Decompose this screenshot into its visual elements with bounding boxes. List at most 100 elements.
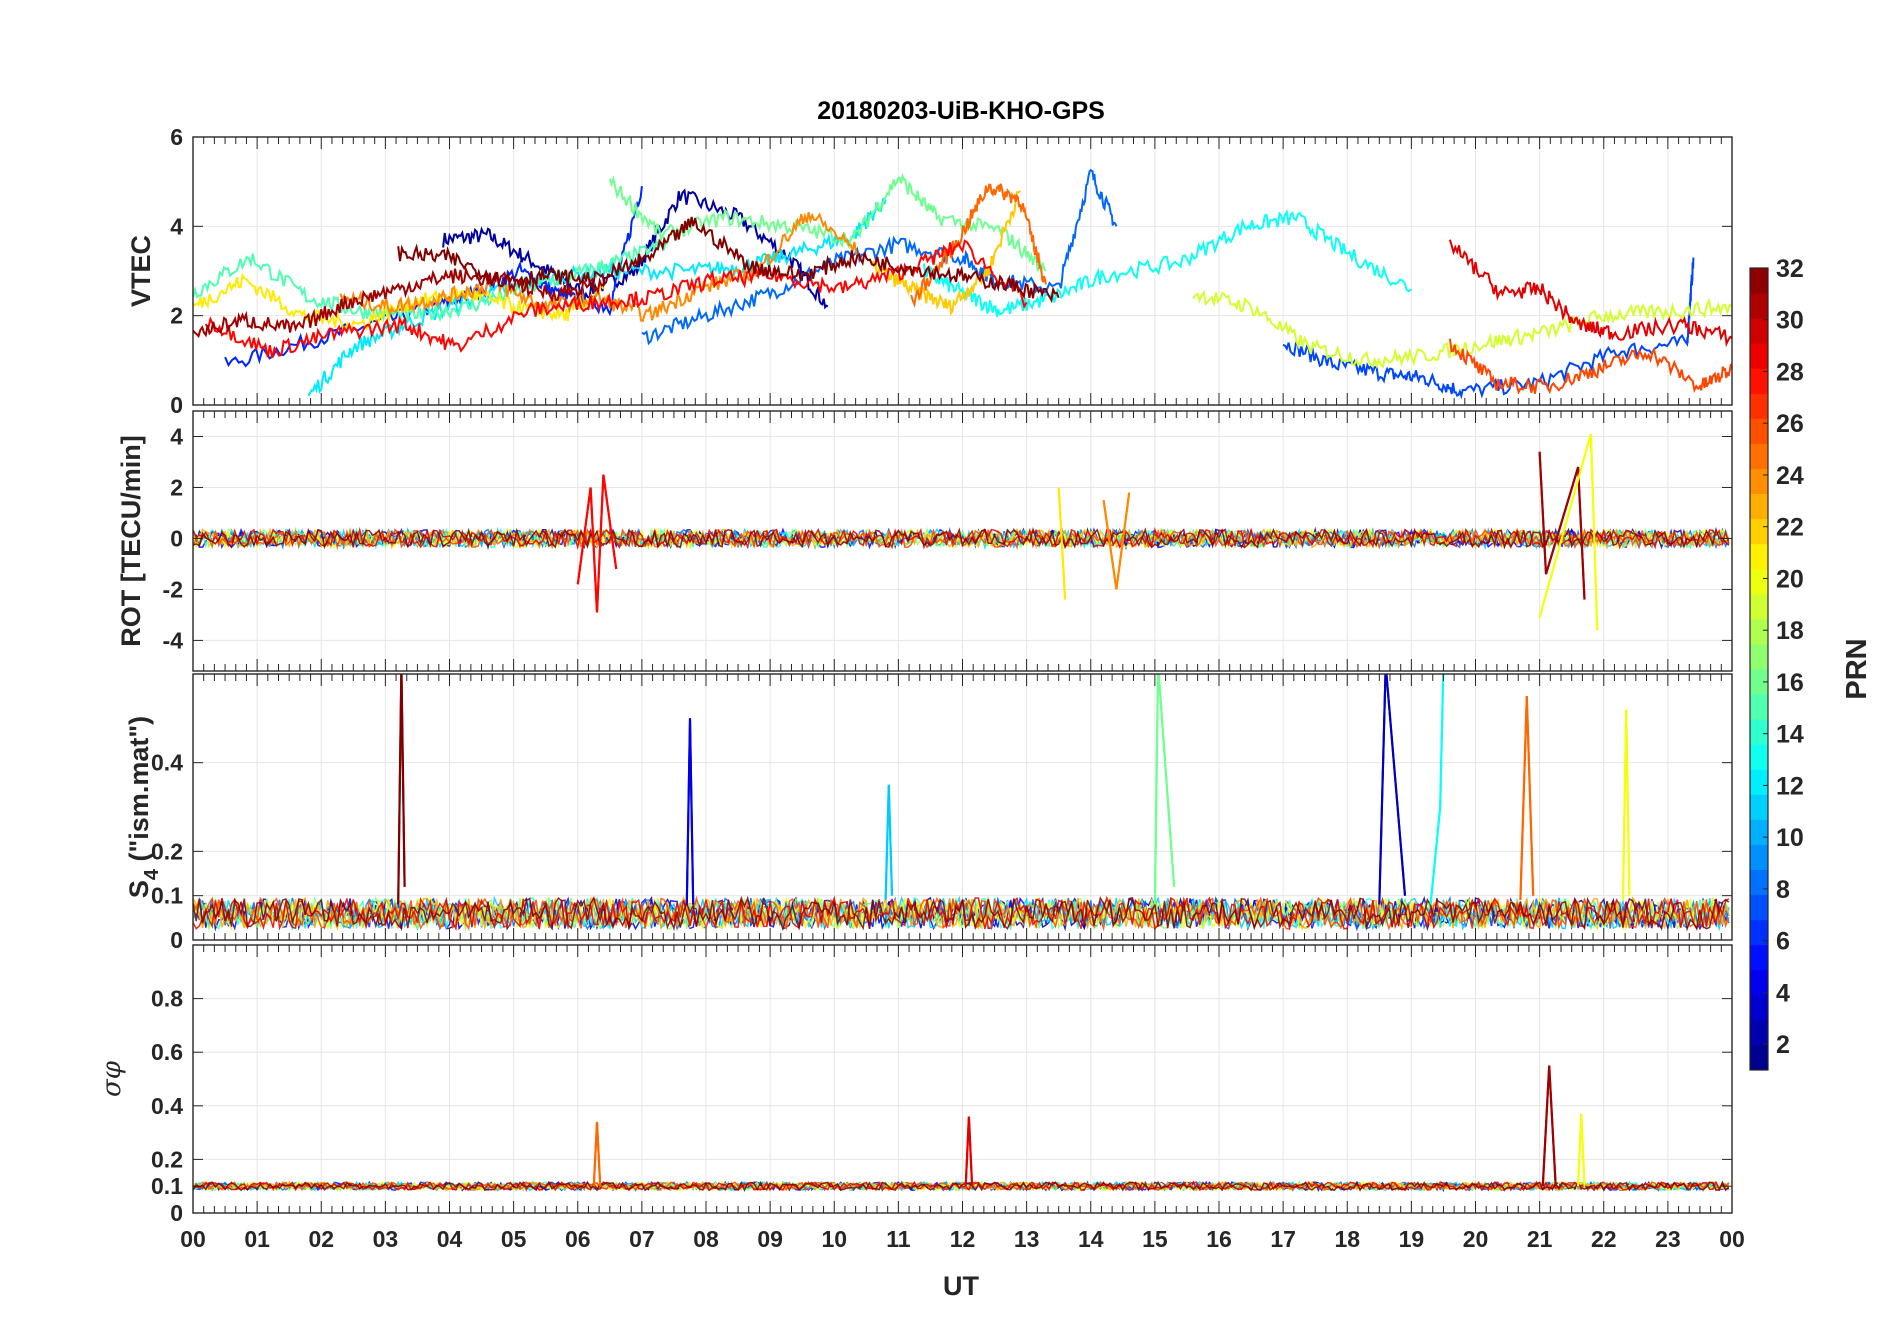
- y-tick-label: 0.6: [151, 1039, 183, 1065]
- y-tick-label: 2: [170, 303, 183, 329]
- noise-prn-32: [193, 895, 1730, 932]
- spike-prn-25: [592, 1121, 602, 1187]
- panel-2: -4 -2 0 2 4 ROT [TECU/min]: [116, 410, 1733, 672]
- colorbar-segment: [1750, 919, 1768, 946]
- noise-prn-26: [193, 895, 1730, 932]
- series-group: [193, 1065, 1730, 1193]
- spike-prn-28: [576, 474, 618, 613]
- colorbar-segment: [1750, 493, 1768, 520]
- y-tick-label: 6: [170, 124, 183, 150]
- colorbar-tick-label: 10: [1776, 824, 1804, 852]
- y-tick-label: 0.4: [151, 1093, 183, 1119]
- x-tick-label: 04: [437, 1226, 463, 1252]
- spike-prn-16: [1153, 674, 1176, 905]
- colorbar-segment: [1750, 468, 1768, 495]
- spike-prn-4: [685, 718, 695, 905]
- colorbar-segment: [1750, 744, 1768, 770]
- y-axis-label: VTEC: [126, 235, 156, 307]
- x-tick-label: 12: [950, 1226, 976, 1252]
- x-tick-label: 23: [1655, 1226, 1681, 1252]
- x-tick-label: 19: [1399, 1226, 1425, 1252]
- y-tick-label: 0.2: [151, 838, 183, 864]
- series-prn-16: [608, 172, 1047, 272]
- colorbar-segment: [1750, 618, 1768, 645]
- x-tick-label: 20: [1463, 1226, 1489, 1252]
- colorbar-segment: [1750, 543, 1768, 570]
- y-tick-label: 0.1: [151, 1173, 183, 1199]
- x-tick-label: 16: [1206, 1226, 1232, 1252]
- x-tick-label: 00: [1719, 1226, 1745, 1252]
- colorbar-segment: [1750, 643, 1768, 670]
- colorbar-segment: [1750, 844, 1768, 870]
- colorbar-tick-label: 8: [1776, 876, 1790, 904]
- colorbar-segment: [1750, 368, 1768, 394]
- spike-prn-21: [1057, 487, 1067, 600]
- colorbar-segment: [1750, 293, 1768, 319]
- colorbar-tick-label: 2: [1776, 1031, 1790, 1059]
- colorbar-segment: [1750, 669, 1768, 695]
- spike-prn-32: [397, 674, 406, 905]
- colorbar-segment: [1750, 318, 1768, 344]
- x-tick-label: 14: [1078, 1226, 1104, 1252]
- colorbar-tick-label: 28: [1776, 358, 1804, 386]
- y-tick-label: 0.8: [151, 986, 183, 1012]
- x-tick-label: 13: [1014, 1226, 1040, 1252]
- series-group: [193, 168, 1732, 400]
- series-prn-15: [193, 238, 669, 324]
- colorbar-segment: [1750, 994, 1768, 1021]
- colorbar-segment: [1750, 268, 1768, 294]
- spike-prn-24: [1102, 492, 1131, 590]
- colorbar-segment: [1750, 769, 1768, 795]
- colorbar-tick-label: 26: [1776, 410, 1804, 438]
- colorbar-segment: [1750, 418, 1768, 444]
- series-prn-19: [1192, 290, 1732, 370]
- x-tick-label: 05: [501, 1226, 527, 1252]
- panel-3: 00.10.20.4S4 ("ism.mat"): [124, 673, 1733, 953]
- series-prn-29: [1448, 239, 1732, 348]
- colorbar-tick-label: 22: [1776, 514, 1804, 542]
- x-tick-label: 07: [629, 1226, 655, 1252]
- spike-prn-13: [1429, 674, 1445, 905]
- colorbar-segment: [1750, 593, 1768, 620]
- y-tick-label: 0.4: [151, 750, 183, 776]
- x-tick-label: 02: [308, 1226, 334, 1252]
- colorbar-tick-label: 14: [1776, 721, 1804, 749]
- colorbar-segment: [1750, 518, 1768, 545]
- y-axis-label: ROT [TECU/min]: [116, 435, 146, 646]
- series-prn-26: [1448, 338, 1732, 395]
- colorbar-tick-label: 24: [1776, 462, 1804, 490]
- y-tick-label: 0: [170, 1200, 183, 1226]
- colorbar-frame: [1749, 267, 1769, 1071]
- spike-prn-20: [1538, 433, 1599, 631]
- x-tick-label: 01: [244, 1226, 270, 1252]
- series-prn-32: [397, 216, 1060, 304]
- x-tick-label: 00: [180, 1226, 206, 1252]
- spike-prn-3: [1378, 674, 1407, 905]
- y-tick-label: -2: [163, 576, 183, 602]
- spike-prn-20: [1577, 1113, 1586, 1187]
- colorbar-label: PRN: [1841, 638, 1873, 699]
- colorbar-segment: [1750, 969, 1768, 996]
- series-prn-28: [204, 239, 1028, 359]
- colorbar-tick-label: 12: [1776, 772, 1804, 800]
- colorbar-segment: [1750, 719, 1768, 745]
- colorbar-tick-label: 20: [1776, 565, 1804, 593]
- colorbar-tick-label: 30: [1776, 307, 1804, 335]
- x-tick-label: 11: [886, 1226, 911, 1252]
- series-group: [193, 674, 1730, 932]
- x-axis-label: UT: [943, 1271, 979, 1301]
- colorbar-tick-label: 4: [1776, 979, 1790, 1007]
- spike-prn-25: [1519, 696, 1535, 901]
- spike-prn-31: [1541, 1065, 1557, 1187]
- series-prn-13: [923, 209, 1413, 317]
- colorbar-segment: [1750, 819, 1768, 845]
- series-prn-25: [910, 183, 1047, 309]
- colorbar-segment: [1750, 443, 1768, 469]
- colorbar-tick-label: 6: [1776, 928, 1790, 956]
- x-tick-label: 06: [565, 1226, 591, 1252]
- colorbar-segment: [1750, 869, 1768, 896]
- colorbar-segment: [1750, 944, 1768, 971]
- colorbar-segment: [1750, 794, 1768, 820]
